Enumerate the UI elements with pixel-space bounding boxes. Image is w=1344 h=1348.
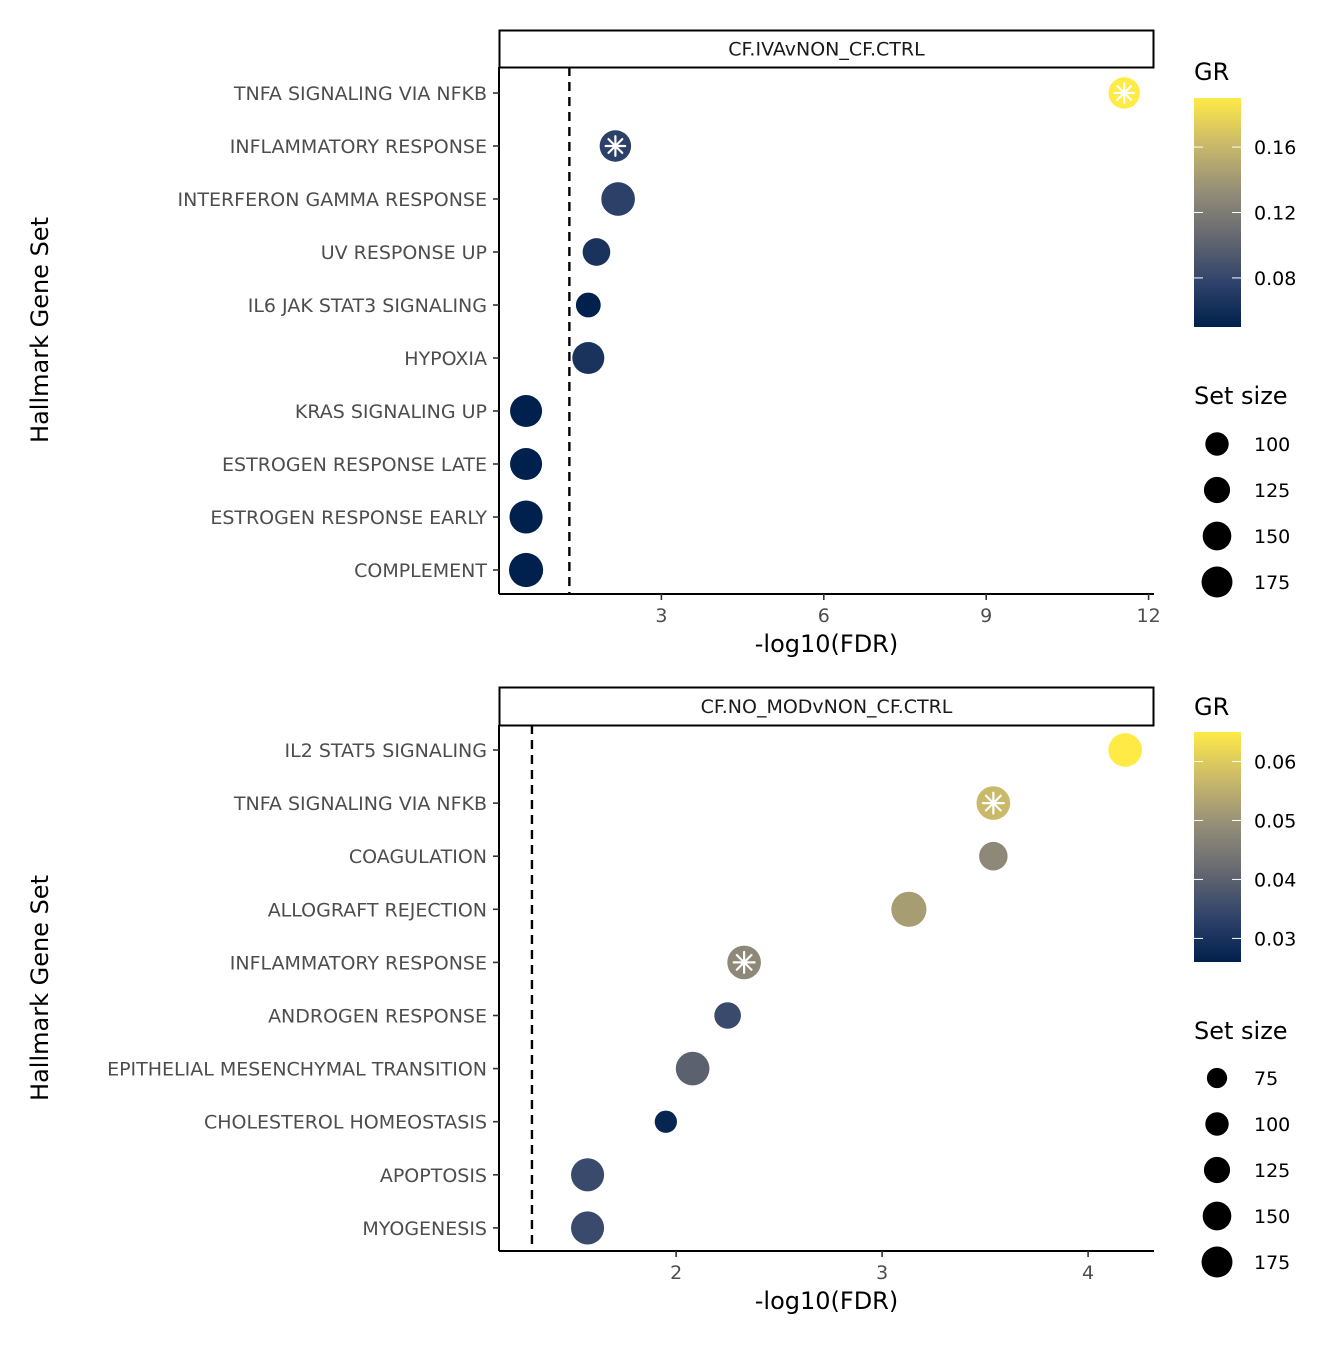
y-axis-title: Hallmark Gene Set (26, 875, 54, 1101)
size-legend: Set size 100 125 150 175 (1194, 382, 1290, 598)
data-point (572, 341, 605, 375)
y-tick-label: APOPTOSIS (380, 1165, 487, 1187)
gr-colorbar (1194, 732, 1241, 962)
gr-tick-label: 0.05 (1254, 810, 1296, 832)
y-tick-label: COMPLEMENT (354, 560, 487, 582)
y-tick-label: IL6 JAK STAT3 SIGNALING (248, 295, 487, 317)
size-legend-title: Set size (1194, 382, 1288, 410)
y-tick-label: INFLAMMATORY RESPONSE (230, 952, 487, 974)
gr-legend-title: GR (1194, 58, 1229, 86)
size-legend-label: 125 (1254, 480, 1290, 502)
data-point (601, 182, 635, 216)
facet-strip (498, 29, 1155, 69)
data-point (675, 1051, 710, 1086)
x-tick-label: 4 (1082, 1262, 1094, 1284)
size-legend-label: 75 (1254, 1068, 1278, 1090)
y-tick-label: ESTROGEN RESPONSE EARLY (210, 507, 487, 529)
x-axis-title: -log10(FDR) (755, 1287, 898, 1315)
y-tick-label: MYOGENESIS (362, 1218, 487, 1240)
gr-tick-label: 0.16 (1254, 137, 1296, 159)
x-tick-label: 3 (655, 605, 667, 627)
size-legend-key (1201, 1246, 1233, 1278)
asterisk-stroke (735, 953, 753, 971)
size-legend-label: 100 (1254, 1114, 1290, 1136)
size-legend-key (1201, 566, 1233, 598)
facet-strip-label: CF.IVAvNON_CF.CTRL (728, 39, 925, 61)
size-legend-key (1203, 1156, 1231, 1184)
significance-asterisk (1113, 82, 1136, 104)
facet-strip-label: CF.NO_MODvNON_CF.CTRL (701, 696, 953, 718)
size-legend-title: Set size (1194, 1017, 1288, 1045)
size-legend-label: 100 (1254, 434, 1290, 456)
y-tick-label: ESTROGEN RESPONSE LATE (222, 454, 487, 476)
x-tick-label: 12 (1136, 605, 1160, 627)
data-point (582, 238, 611, 266)
size-legend: Set size 75 100 125 150 175 (1194, 1017, 1290, 1278)
x-tick-label: 3 (876, 1262, 888, 1284)
x-tick-label: 2 (670, 1262, 682, 1284)
y-tick-label: KRAS SIGNALING UP (295, 401, 487, 423)
size-legend-key (1202, 1201, 1232, 1231)
size-legend-key (1205, 432, 1229, 456)
facet-strip (498, 686, 1155, 727)
data-point (508, 552, 544, 588)
y-axis-title: Hallmark Gene Set (26, 217, 54, 443)
facet-panel-2: CF.NO_MODvNON_CF.CTRL 2 3 4 IL2 STAT5 SIGNAL… (26, 686, 1155, 1315)
x-tick-label: 9 (980, 605, 992, 627)
y-tick-label: TNFA SIGNALING VIA NFKB (233, 83, 487, 105)
data-point (510, 447, 543, 481)
y-tick-label: EPITHELIAL MESENCHYMAL TRANSITION (107, 1059, 487, 1081)
gr-tick-label: 0.08 (1254, 268, 1296, 290)
gr-legend: GR 0.03 0.04 0.05 0.06 (1194, 693, 1296, 962)
data-point (509, 500, 543, 534)
y-tick-label: ANDROGEN RESPONSE (268, 1006, 487, 1028)
size-legend-key (1203, 476, 1231, 504)
y-tick-label: UV RESPONSE UP (321, 242, 487, 264)
gr-tick-label: 0.06 (1254, 751, 1296, 773)
significance-asterisk (732, 950, 756, 974)
size-legend-label: 175 (1254, 572, 1290, 594)
data-point (714, 1002, 741, 1029)
y-tick-label: INFLAMMATORY RESPONSE (230, 136, 487, 158)
size-legend-key (1202, 521, 1232, 551)
facet-panel-1: CF.IVAvNON_CF.CTRL 3 6 9 12 TNFA SIGNALING VI… (26, 29, 1161, 658)
gr-legend-title: GR (1194, 693, 1229, 721)
gr-tick-label: 0.03 (1254, 928, 1296, 950)
data-point (510, 394, 543, 428)
significance-asterisk (981, 791, 1005, 815)
y-tick-label: INTERFERON GAMMA RESPONSE (178, 189, 487, 211)
size-legend-key (1205, 1112, 1229, 1136)
asterisk-stroke (984, 794, 1002, 812)
y-tick-label: COAGULATION (349, 846, 487, 868)
significance-asterisk (604, 135, 627, 157)
gr-tick-label: 0.04 (1254, 869, 1296, 891)
gr-legend: GR 0.08 0.12 0.16 (1194, 58, 1296, 327)
size-legend-label: 125 (1254, 1160, 1290, 1182)
size-legend-key (1206, 1067, 1228, 1089)
y-tick-label: TNFA SIGNALING VIA NFKB (233, 793, 487, 815)
x-axis-title: -log10(FDR) (755, 630, 898, 658)
asterisk-stroke (1116, 85, 1133, 101)
y-tick-label: IL2 STAT5 SIGNALING (285, 740, 488, 762)
data-point (571, 1158, 605, 1192)
data-point (571, 1211, 605, 1245)
gr-tick-label: 0.12 (1254, 203, 1296, 225)
data-point (575, 292, 601, 318)
size-legend-label: 150 (1254, 1206, 1290, 1228)
size-legend-label: 175 (1254, 1252, 1290, 1274)
x-tick-label: 6 (818, 605, 830, 627)
y-tick-label: CHOLESTEROL HOMEOSTASIS (204, 1112, 487, 1134)
y-tick-label: HYPOXIA (404, 348, 487, 370)
data-point (654, 1110, 677, 1133)
y-tick-label: ALLOGRAFT REJECTION (268, 899, 487, 921)
data-point (891, 891, 927, 927)
asterisk-stroke (607, 138, 624, 154)
data-point (1108, 733, 1142, 767)
size-legend-label: 150 (1254, 526, 1290, 548)
data-point (979, 841, 1008, 871)
